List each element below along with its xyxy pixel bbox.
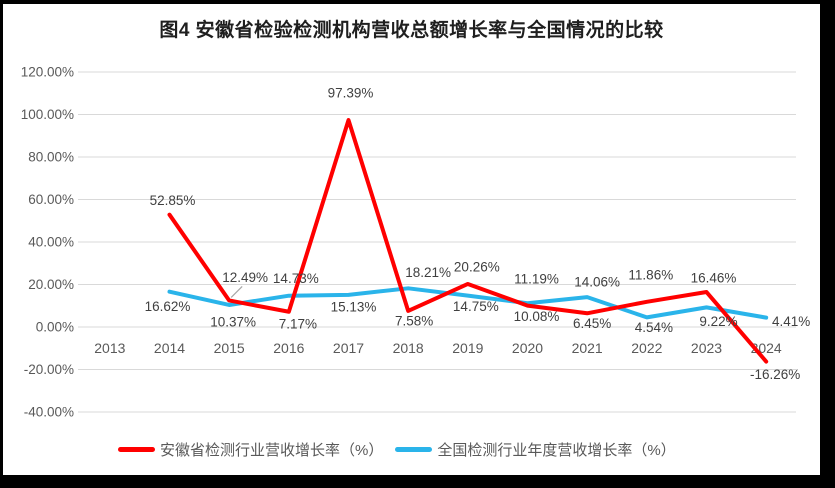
- x-axis-tick-label: 2019: [452, 340, 483, 356]
- data-label-anhui: 6.45%: [573, 316, 611, 331]
- y-axis-tick-label: 80.00%: [28, 150, 74, 165]
- x-axis-tick-label: 2015: [214, 340, 245, 356]
- data-label-anhui: 7.17%: [279, 316, 317, 331]
- data-label-national: 11.19%: [514, 272, 559, 287]
- data-label-anhui: 11.86%: [628, 267, 673, 282]
- y-axis-tick-label: 0.00%: [36, 320, 74, 335]
- x-axis-tick-label: 2016: [273, 340, 304, 356]
- y-axis-tick-label: -40.00%: [24, 405, 74, 420]
- series-line-anhui: [167, 118, 769, 364]
- legend-item-national: 全国检测行业年度营收增长率（%）: [395, 439, 676, 460]
- legend-line-swatch-red: [118, 446, 155, 452]
- x-axis-tick-label: 2020: [512, 340, 543, 356]
- y-axis-tick-label: 120.00%: [21, 65, 74, 80]
- x-axis-tick-label: 2018: [393, 340, 424, 356]
- data-label-anhui: 7.58%: [395, 313, 433, 328]
- series-line-national: [167, 286, 769, 320]
- label-leader-line: [230, 286, 243, 298]
- x-axis-tick-label: 2021: [572, 340, 603, 356]
- legend-line-swatch-blue: [395, 446, 433, 452]
- data-label-national: 16.62%: [145, 299, 191, 314]
- data-label-anhui: 52.85%: [150, 193, 196, 208]
- data-label-national: 10.37%: [210, 314, 256, 329]
- data-label-national: 9.22%: [699, 314, 737, 329]
- data-label-national: 18.21%: [405, 265, 451, 280]
- y-axis-tick-label: 100.00%: [21, 107, 74, 122]
- x-axis-tick-label: 2014: [154, 340, 185, 356]
- data-label-national: 15.13%: [331, 299, 377, 314]
- y-axis-tick-label: 60.00%: [28, 192, 74, 207]
- y-axis-tick-label: -20.00%: [24, 362, 74, 377]
- y-axis-tick-label: 40.00%: [28, 235, 74, 250]
- x-axis-tick-label: 2023: [691, 340, 722, 356]
- data-label-national: 4.41%: [772, 314, 810, 329]
- data-label-anhui: 16.46%: [691, 271, 737, 286]
- y-axis-tick-label: 20.00%: [28, 277, 74, 292]
- chart-legend: 安徽省检测行业营收增长率（%） 全国检测行业年度营收增长率（%）: [118, 438, 676, 460]
- data-label-national: 14.75%: [453, 299, 499, 314]
- data-label-anhui: 10.08%: [514, 309, 560, 324]
- chart-canvas: [3, 4, 820, 475]
- legend-label-anhui: 安徽省检测行业营收增长率（%）: [160, 441, 384, 459]
- chart-title: 图4 安徽省检验检测机构营收总额增长率与全国情况的比较: [159, 20, 664, 41]
- x-axis-tick-label: 2013: [94, 340, 125, 356]
- legend-label-national: 全国检测行业年度营收增长率（%）: [437, 441, 676, 459]
- data-label-national: 14.73%: [273, 271, 319, 286]
- data-label-national: 4.54%: [635, 320, 673, 335]
- legend-item-anhui: 安徽省检测行业营收增长率（%）: [118, 439, 383, 460]
- data-label-national: 14.06%: [574, 275, 620, 290]
- data-label-anhui: 20.26%: [454, 259, 500, 274]
- data-label-anhui: 12.49%: [222, 270, 268, 285]
- data-label-anhui: 97.39%: [328, 86, 374, 101]
- x-axis-tick-label: 2017: [333, 340, 364, 356]
- x-axis-tick-label: 2022: [631, 340, 662, 356]
- data-label-anhui: -16.26%: [750, 367, 800, 382]
